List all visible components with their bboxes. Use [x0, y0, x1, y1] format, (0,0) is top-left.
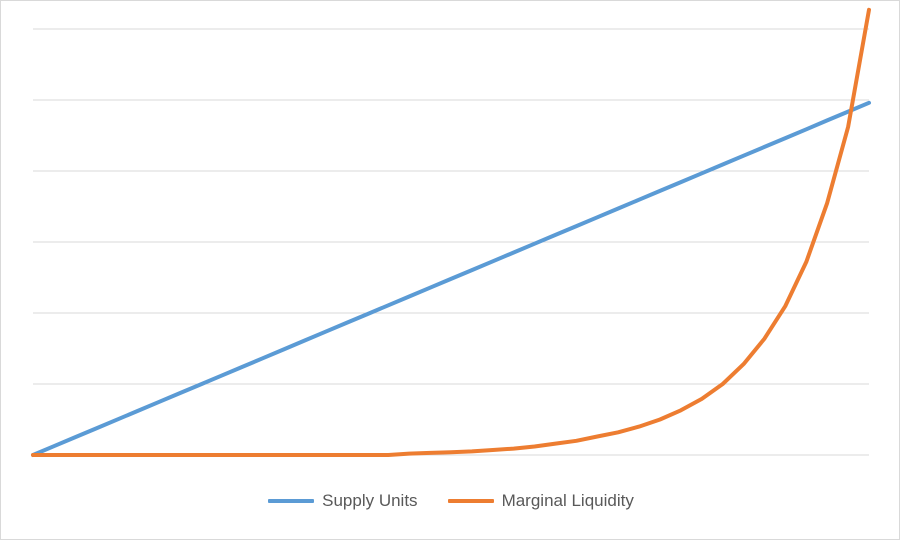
series-line-supply-units [31, 100, 871, 457]
legend: Supply Units Marginal Liquidity [1, 491, 900, 511]
legend-item-supply-units: Supply Units [268, 491, 418, 511]
series-lines [31, 7, 871, 457]
legend-label-supply-units: Supply Units [322, 491, 418, 510]
legend-swatch-marginal-liquidity [447, 499, 494, 503]
gridlines [33, 28, 869, 456]
legend-swatch-supply-units [268, 499, 315, 503]
series-line-marginal-liquidity [31, 7, 871, 457]
legend-label-marginal-liquidity: Marginal Liquidity [501, 491, 634, 510]
legend-item-marginal-liquidity: Marginal Liquidity [447, 491, 634, 511]
